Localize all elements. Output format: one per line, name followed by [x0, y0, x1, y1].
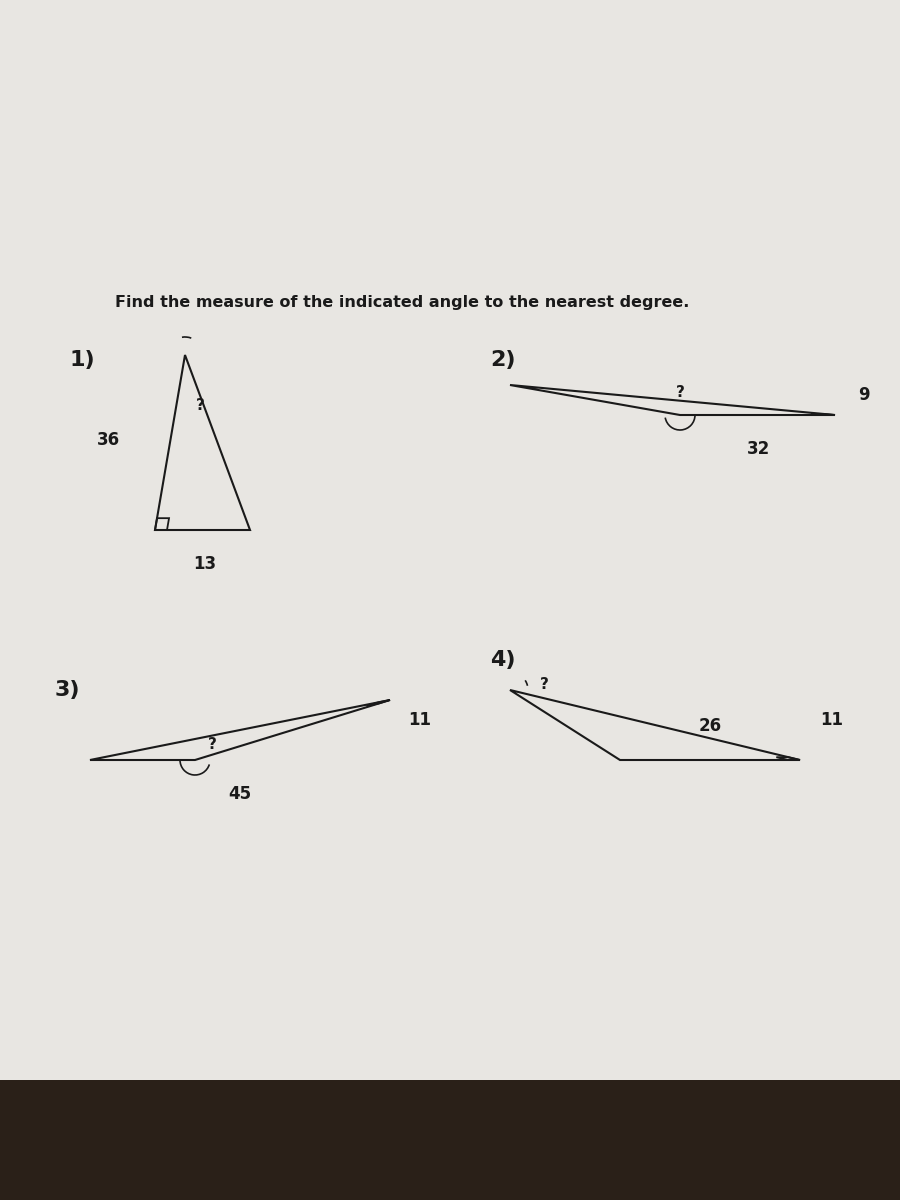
Text: 45: 45: [229, 785, 252, 803]
Text: 26: 26: [698, 716, 722, 734]
Text: 4): 4): [490, 650, 516, 670]
Text: ?: ?: [676, 385, 685, 400]
Text: 1): 1): [70, 350, 95, 370]
Text: 36: 36: [97, 431, 120, 449]
Text: ?: ?: [196, 397, 205, 413]
Text: ?: ?: [208, 737, 217, 752]
Text: Find the measure of the indicated angle to the nearest degree.: Find the measure of the indicated angle …: [115, 295, 689, 310]
Text: 32: 32: [746, 440, 769, 458]
Text: 11: 11: [408, 710, 431, 728]
Text: 9: 9: [858, 386, 869, 404]
Text: 3): 3): [55, 680, 80, 700]
Text: 11: 11: [820, 710, 843, 728]
Bar: [0, 1080, 900, 1200]
Text: ?: ?: [540, 677, 549, 692]
Text: 2): 2): [490, 350, 516, 370]
Text: 13: 13: [194, 554, 217, 572]
